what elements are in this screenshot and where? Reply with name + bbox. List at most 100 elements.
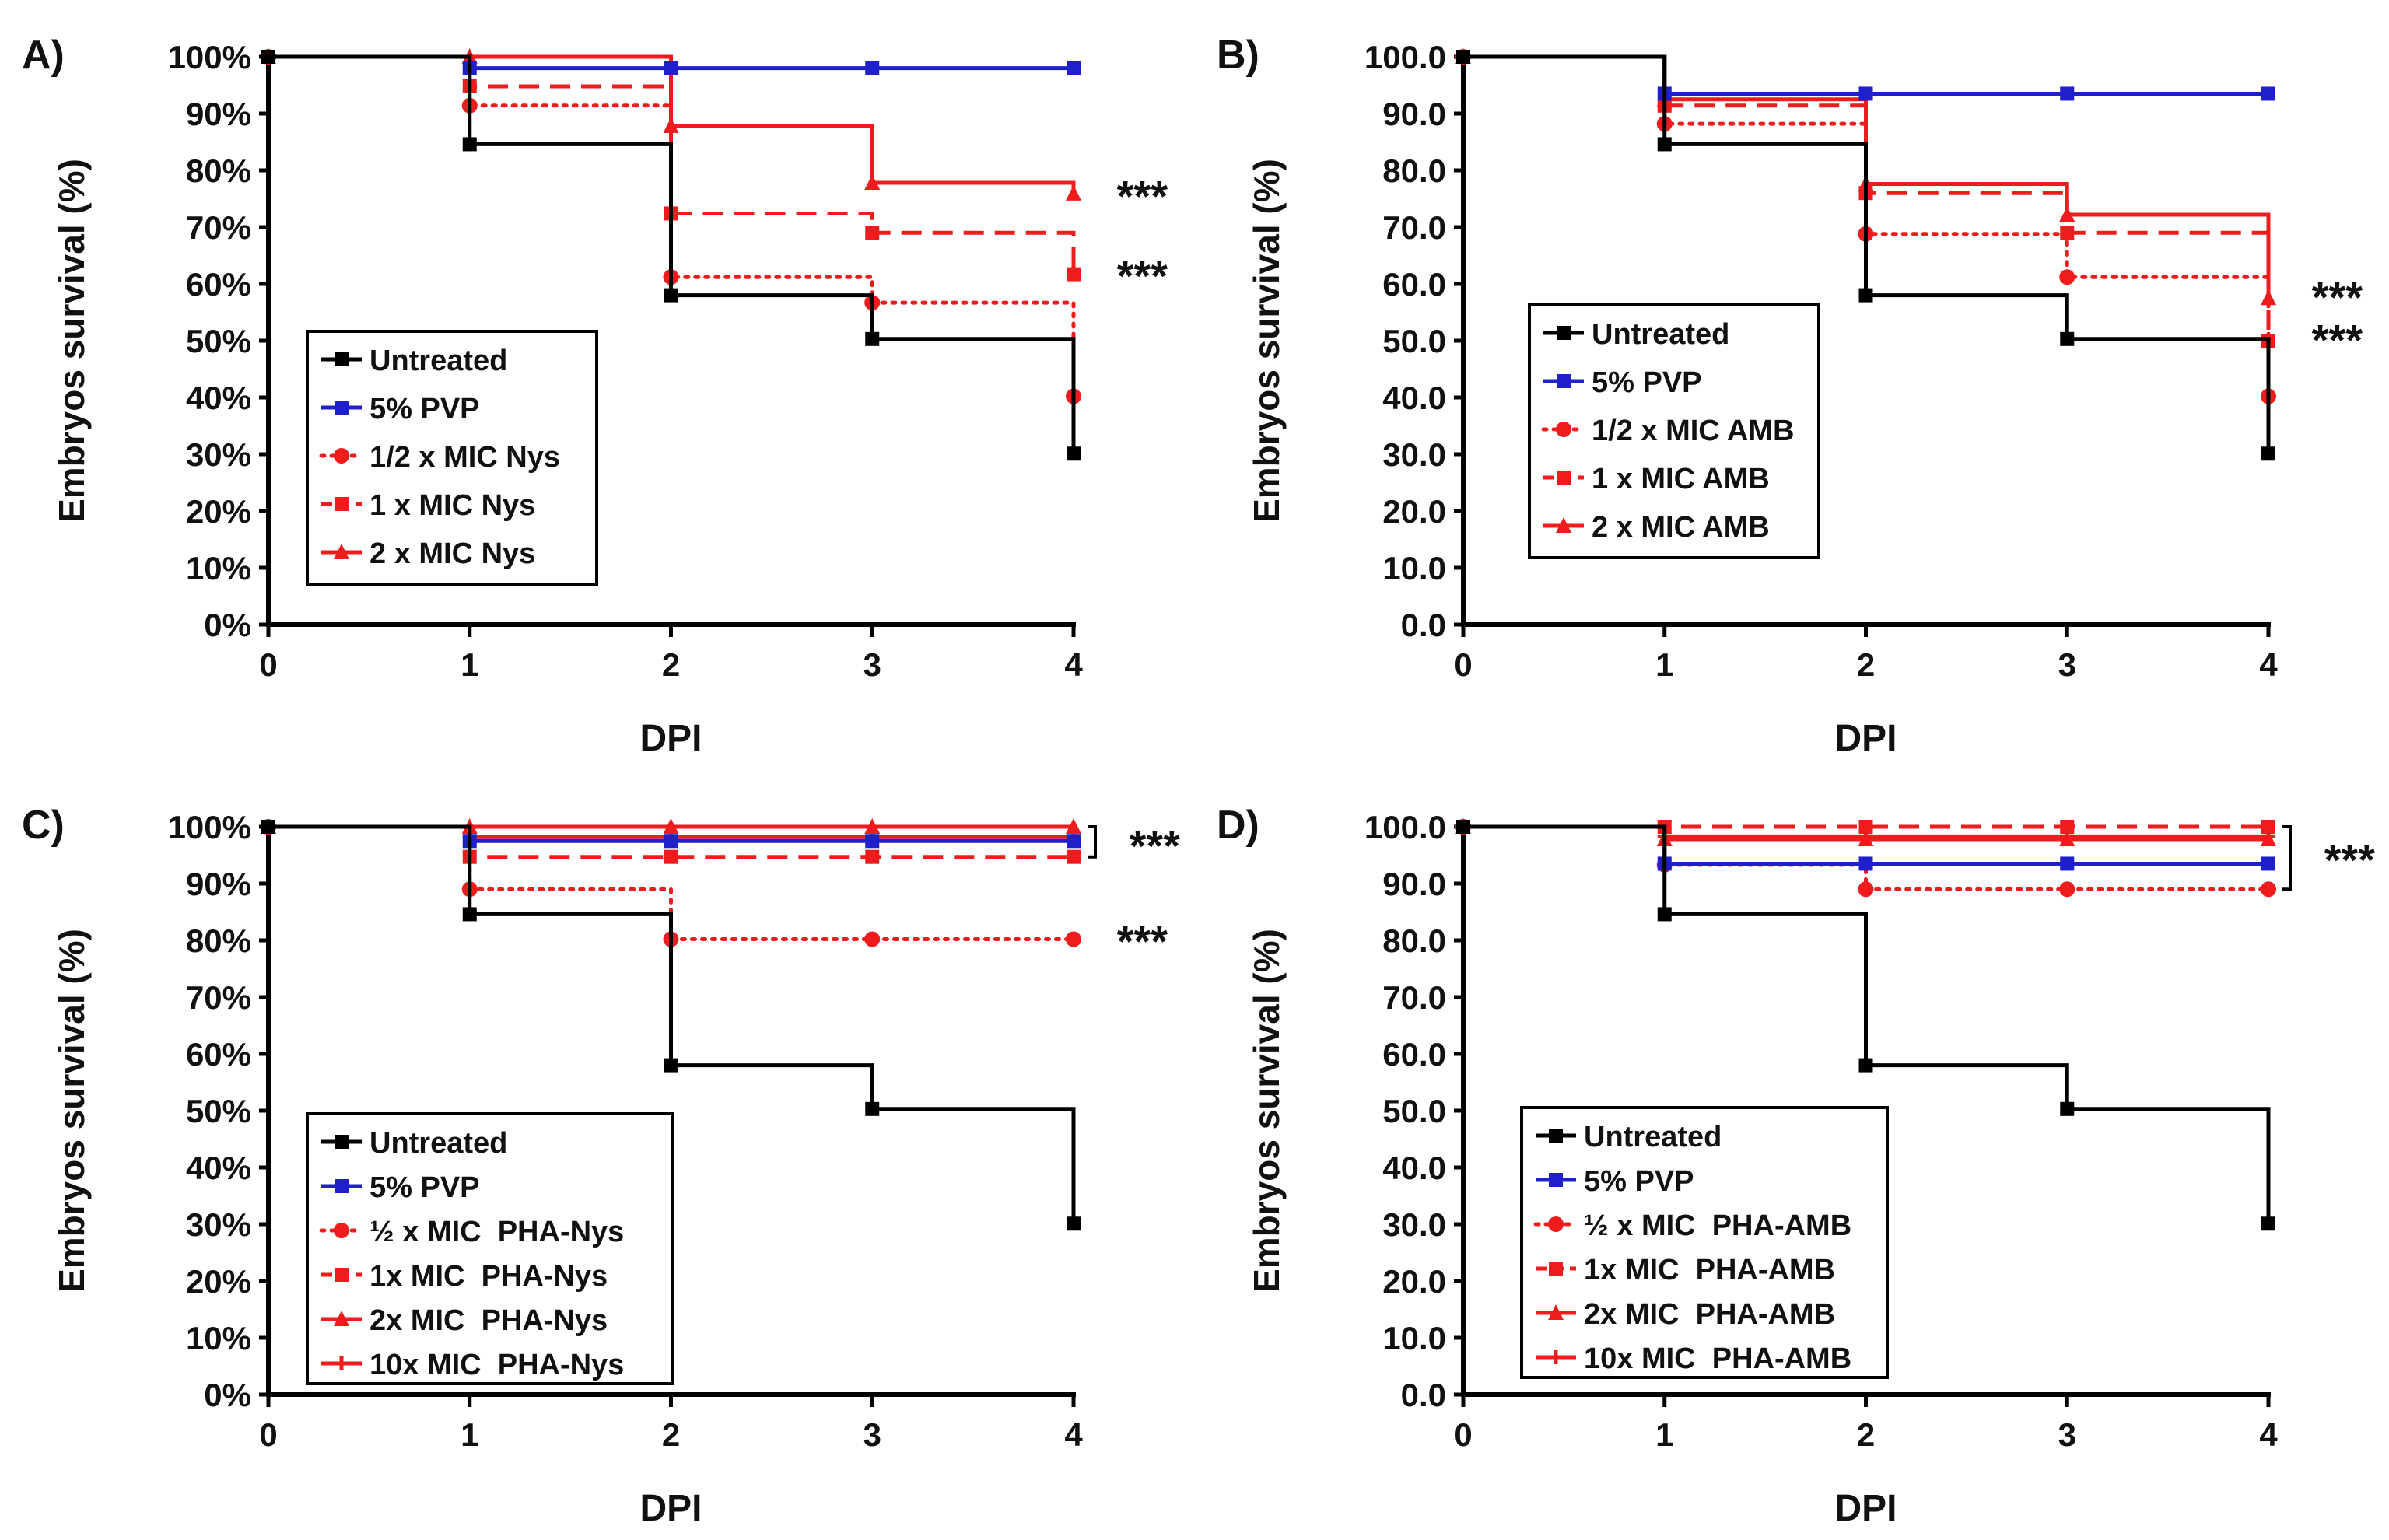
panel-a-y-tick-label: 40% [186, 380, 251, 416]
panel-d-axes: 0.0 10.0 20.0 30.0 40.0 50.0 60.0 70.0 80.0 90.0 1… [1364, 809, 2278, 1453]
panel-b-y-tick-label: 100.0 [1364, 39, 1446, 75]
panel-c-legend-label: ½ x MIC PHA-Nys [370, 1216, 624, 1248]
panel-b-legend-item: 1 x MIC AMB [1543, 463, 1770, 495]
panel-b-y-axis-label: Embryos survival (%) [1246, 159, 1287, 523]
panel-c-y-tick-label: 50% [186, 1093, 251, 1129]
panel-b-x-tick-label: 2 [1857, 646, 1875, 683]
panel-c-legend-item: Untreated [321, 1127, 507, 1160]
panel-c-data-point [865, 849, 880, 864]
panel-d-legend-marker [1549, 1350, 1563, 1364]
panel-b-legend-marker [1556, 422, 1571, 437]
panel-a-legend-marker [334, 544, 349, 559]
panel-c-legend-marker [335, 1179, 349, 1193]
panel-a-series [261, 48, 1081, 461]
panel-d-y-axis-label: Embryos survival (%) [1246, 929, 1287, 1293]
panel-b-series [1455, 48, 2276, 461]
panel-b-legend-item: 5% PVP [1543, 366, 1702, 399]
panel-a-data-point [261, 50, 275, 64]
panel-b-data-point [1858, 86, 1873, 101]
panel-d-y-tick-label: 80.0 [1382, 922, 1446, 959]
panel-a-legend-item: 1/2 x MIC Nys [319, 441, 560, 474]
panel-c-legend-item: 5% PVP [321, 1171, 480, 1204]
panel-c-y-tick-label: 100% [168, 809, 251, 845]
panel-a-series-1 [261, 50, 1081, 75]
panel-c-y-tick-label: 60% [186, 1036, 251, 1073]
panel-d-data-point [2059, 831, 2075, 847]
panel-d-data-point [2261, 881, 2276, 898]
panel-a-data-point [462, 137, 477, 152]
panel-a-legend-item: Untreated [321, 345, 507, 377]
panel-c-letter: C) [22, 803, 65, 848]
panel-c-data-point [1066, 818, 1081, 834]
panel-d-data-point [2261, 820, 2275, 834]
panel-a-chart: A) Embryos survival (%) DPI 0% 10% 20% 30% 40% 5… [22, 33, 1168, 759]
panel-c-y-axis-label: Embryos survival (%) [51, 929, 92, 1293]
panel-c-data-point [462, 907, 477, 922]
panel-d-legend-item: 10x MIC PHA-AMB [1536, 1342, 1851, 1375]
panel-c-legend-marker [334, 1223, 349, 1238]
panel-b-data-point [2060, 331, 2075, 346]
panel-c-x-tick-label: 3 [863, 1416, 881, 1453]
panel-d-legend-marker [1548, 1304, 1564, 1320]
panel-b-x-tick-label: 3 [2058, 646, 2076, 683]
panel-b-y-tick-label: 70.0 [1382, 209, 1446, 246]
panel-a-y-tick-label: 20% [186, 493, 251, 530]
panel-c-data-point [663, 818, 679, 834]
panel-d-x-tick-label: 4 [2259, 1416, 2278, 1453]
panel-d-y-tick-label: 10.0 [1382, 1320, 1446, 1356]
panel-a-x-tick-label: 3 [863, 646, 881, 683]
panel-d-legend-item: 5% PVP [1536, 1165, 1694, 1198]
panel-a-axes: 0% 10% 20% 30% 40% 50% 60% 70% 80% 90% 100% 0 1 2 3 4 [168, 39, 1084, 683]
panel-a-legend-marker [335, 352, 349, 366]
panel-d-legend-item: 2x MIC PHA-AMB [1536, 1298, 1835, 1331]
panel-b-legend-marker [1557, 326, 1571, 340]
panel-a-data-point [864, 174, 881, 191]
panel-c-y-tick-label: 10% [186, 1320, 251, 1356]
panel-c-legend-label: 10x MIC PHA-Nys [370, 1349, 624, 1381]
panel-b-x-tick-label: 0 [1454, 646, 1472, 683]
panel-c-data-point [1066, 931, 1081, 947]
panel-d-x-tick-label: 0 [1454, 1416, 1472, 1453]
panel-d-x-tick-label: 3 [2058, 1416, 2076, 1453]
panel-b-y-tick-label: 20.0 [1382, 493, 1446, 530]
panel-b-data-point [1456, 50, 1470, 64]
panel-a-y-tick-label: 70% [186, 209, 251, 246]
panel-d-y-tick-label: 60.0 [1382, 1036, 1446, 1073]
panel-d-y-tick-label: 40.0 [1382, 1150, 1446, 1186]
panel-d-data-point [1858, 856, 1873, 871]
panel-a-data-point [1067, 446, 1081, 461]
panel-a-data-point [1066, 184, 1081, 201]
panel-b-y-tick-label: 30.0 [1382, 436, 1446, 473]
panel-d-legend-label: 2x MIC PHA-AMB [1584, 1298, 1835, 1331]
panel-c-legend-label: 5% PVP [370, 1171, 480, 1204]
panel-c-data-point [865, 1101, 880, 1116]
panel-c-significance-bracket [1088, 825, 1097, 859]
panel-a-series-line [268, 54, 1076, 275]
panel-a-y-tick-label: 30% [186, 436, 251, 473]
panel-c-data-point [664, 834, 678, 849]
panel-b-y-tick-label: 50.0 [1382, 323, 1446, 359]
panel-d-y-tick-label: 0.0 [1401, 1377, 1446, 1413]
panel-d-series [1455, 818, 2276, 1231]
panel-b-x-tick-label: 1 [1655, 646, 1673, 683]
panel-a-x-axis-label: DPI [639, 718, 702, 759]
panel-d-legend-label: 5% PVP [1584, 1165, 1694, 1198]
panel-b-data-point [1657, 137, 1672, 152]
panel-d-legend-label: ½ x MIC PHA-AMB [1584, 1209, 1851, 1242]
panel-c-legend-item: 2x MIC PHA-Nys [321, 1304, 608, 1337]
panel-b-y-tick-label: 40.0 [1382, 380, 1446, 416]
panel-c-legend-marker [335, 1356, 349, 1370]
panel-a-legend-marker [335, 401, 349, 415]
panel-d-data-point [2261, 856, 2275, 871]
panel-b-legend-item: 1/2 x MIC AMB [1541, 415, 1794, 447]
panel-c-series [261, 818, 1081, 1231]
panel-a-x-tick-label: 1 [461, 646, 478, 683]
panel-a-legend-frame [306, 330, 598, 586]
panel-b-significance-label: *** [2312, 273, 2363, 322]
panel-a-significance-label: *** [1117, 251, 1168, 300]
panel-c-legend-frame [306, 1112, 674, 1385]
panel-c-legend-marker [334, 1311, 349, 1326]
panel-c-x-tick-label: 1 [461, 1416, 478, 1453]
panel-a-data-point [865, 61, 880, 75]
